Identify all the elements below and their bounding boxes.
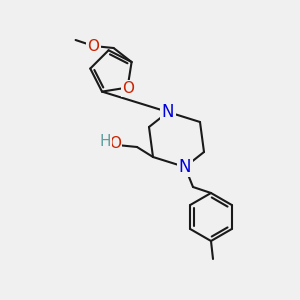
Text: O: O bbox=[88, 38, 100, 53]
Text: N: N bbox=[179, 158, 191, 176]
Text: H: H bbox=[99, 134, 111, 149]
Text: O: O bbox=[123, 81, 135, 96]
Text: N: N bbox=[162, 103, 174, 121]
Text: O: O bbox=[109, 136, 121, 151]
